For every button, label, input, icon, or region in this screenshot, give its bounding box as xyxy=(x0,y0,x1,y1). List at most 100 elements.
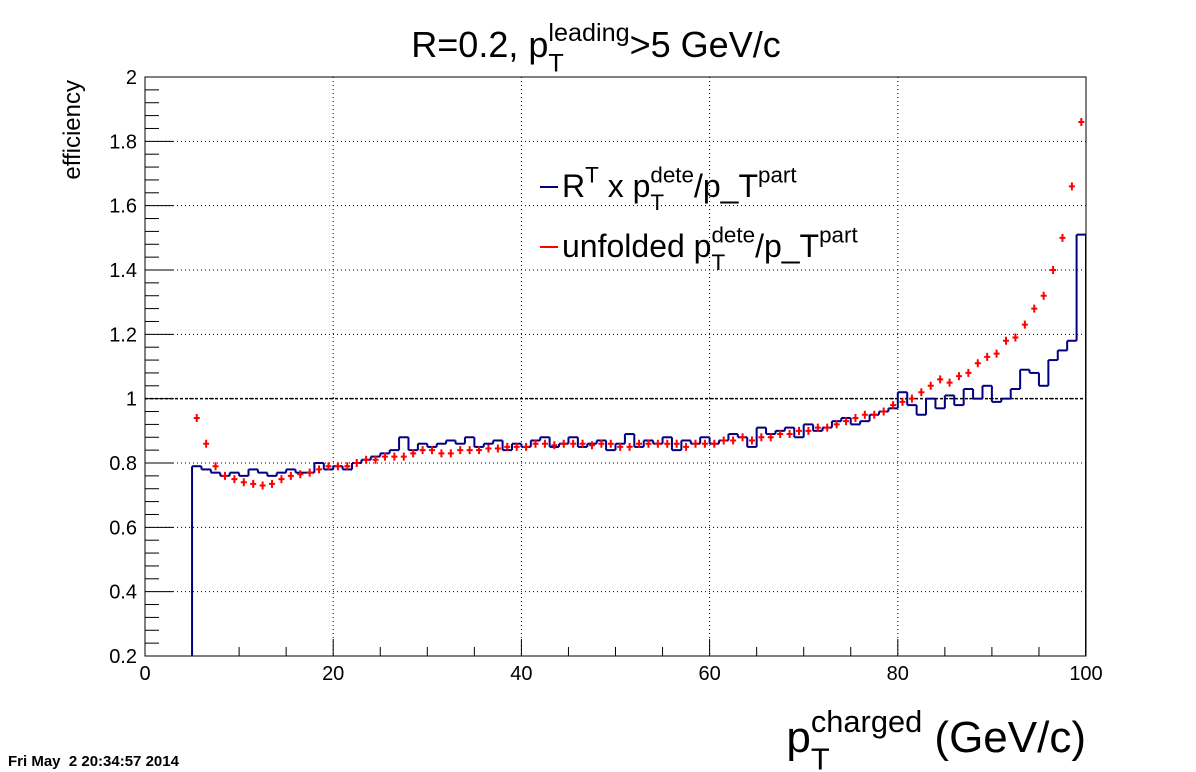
data-point xyxy=(871,410,878,419)
data-point xyxy=(1012,333,1019,342)
x-axis-label-sup: charged xyxy=(811,704,922,739)
data-point xyxy=(701,439,708,448)
data-point xyxy=(1050,266,1057,274)
data-point xyxy=(908,394,915,403)
x-axis-label-text: p xyxy=(786,713,810,762)
data-point xyxy=(777,430,784,439)
legend-entry-sup: dete xyxy=(711,223,755,248)
data-point xyxy=(447,449,454,458)
x-tick-label: 60 xyxy=(698,663,720,685)
data-point xyxy=(485,444,492,453)
data-point xyxy=(946,378,953,387)
data-point xyxy=(993,349,1000,358)
data-point xyxy=(316,465,323,474)
data-point xyxy=(965,368,972,377)
data-point xyxy=(334,462,341,471)
data-point xyxy=(833,420,840,429)
data-point xyxy=(391,452,398,461)
y-tick-label: 1.4 xyxy=(109,260,137,282)
data-point xyxy=(767,433,774,442)
data-point xyxy=(400,452,407,461)
data-point xyxy=(1003,336,1010,345)
data-point xyxy=(269,479,276,488)
data-point xyxy=(353,459,360,467)
y-tick-label: 1 xyxy=(126,389,137,411)
data-point xyxy=(504,442,511,451)
data-point xyxy=(899,397,906,406)
data-point xyxy=(974,359,981,368)
legend-entry-text: /p_T xyxy=(755,228,819,264)
data-point xyxy=(560,439,567,448)
data-point xyxy=(588,441,595,450)
data-point xyxy=(476,446,483,455)
x-tick-label: 100 xyxy=(1069,663,1102,685)
x-axis-label-text: (GeV/c) xyxy=(922,713,1086,762)
data-point xyxy=(1078,118,1085,127)
data-point xyxy=(203,439,210,448)
data-point xyxy=(852,413,859,422)
data-point xyxy=(683,442,690,451)
x-tick-label: 40 xyxy=(510,663,532,685)
legend-entry-text: unfolded p xyxy=(562,228,711,264)
data-point xyxy=(1021,320,1028,329)
x-tick-label: 0 xyxy=(139,663,150,685)
chart-title-text: >5 GeV/c xyxy=(630,24,781,65)
data-point xyxy=(297,470,304,479)
data-point xyxy=(438,449,445,458)
y-axis-label: efficiency xyxy=(59,80,86,180)
data-point xyxy=(457,446,464,455)
data-point xyxy=(287,471,294,480)
data-point xyxy=(513,442,520,451)
y-tick-label: 2 xyxy=(126,67,137,89)
legend-entry-sub: T xyxy=(650,190,664,215)
legend-entry-sup: dete xyxy=(650,163,694,188)
data-point xyxy=(240,478,247,487)
data-point xyxy=(824,423,831,432)
data-point xyxy=(419,446,426,455)
data-point xyxy=(1031,304,1038,313)
data-point xyxy=(739,433,746,442)
data-point xyxy=(325,462,332,471)
data-point xyxy=(654,439,661,448)
legend-entry-text: R xyxy=(562,168,585,204)
data-point xyxy=(955,372,962,381)
y-tick-label: 1.8 xyxy=(109,131,137,153)
data-point xyxy=(532,439,539,448)
data-point xyxy=(730,436,737,445)
x-axis-label-sub: T xyxy=(811,742,830,772)
data-point xyxy=(720,436,727,445)
data-point xyxy=(306,468,313,477)
data-point xyxy=(711,439,718,448)
data-point xyxy=(758,433,765,442)
data-point xyxy=(937,375,944,384)
data-point xyxy=(221,471,228,480)
data-point xyxy=(551,441,558,450)
data-point xyxy=(890,401,897,410)
legend-entry-sup: T xyxy=(585,163,599,188)
plot-area xyxy=(191,118,1086,656)
data-point xyxy=(673,439,680,448)
data-point xyxy=(927,381,934,390)
data-point xyxy=(523,442,530,451)
data-point xyxy=(598,439,605,448)
chart-title-sub: T xyxy=(548,49,563,77)
chart-title-text: R=0.2, p xyxy=(411,24,548,65)
data-point xyxy=(429,446,436,455)
data-point xyxy=(795,426,802,435)
data-point xyxy=(410,449,417,458)
data-point xyxy=(984,352,991,361)
data-point xyxy=(664,439,671,448)
data-point xyxy=(1059,233,1066,242)
data-point xyxy=(494,444,501,453)
data-point xyxy=(212,462,219,471)
data-point xyxy=(231,475,238,484)
data-point xyxy=(1068,182,1075,191)
data-point xyxy=(278,475,285,484)
data-point xyxy=(880,407,887,416)
y-tick-label: 0.2 xyxy=(109,646,137,668)
